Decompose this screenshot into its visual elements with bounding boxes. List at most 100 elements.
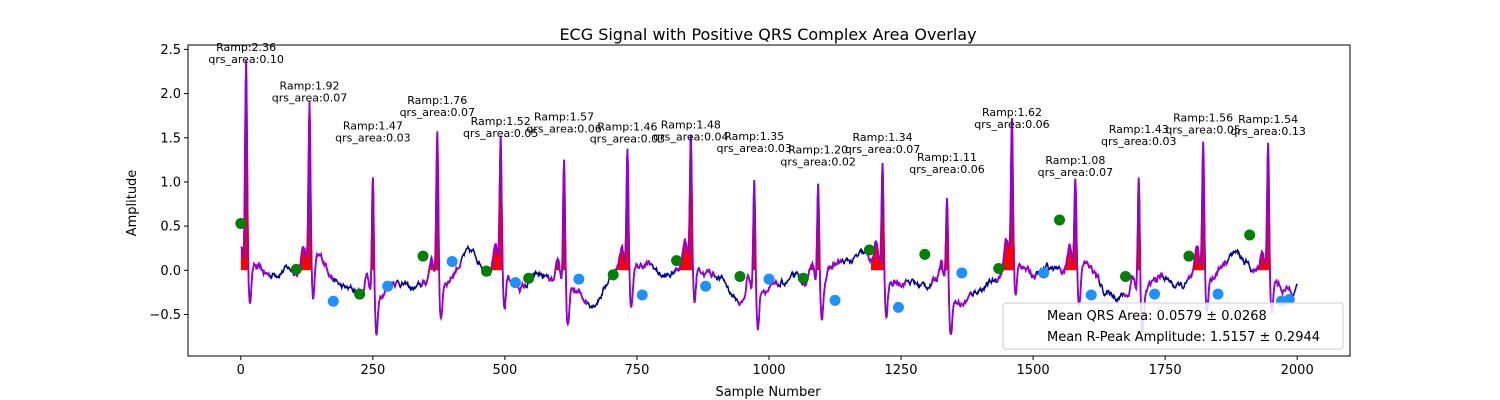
- chart-title: ECG Signal with Positive QRS Complex Are…: [559, 25, 976, 44]
- qrs-area-label: qrs_area:0.06: [526, 123, 601, 136]
- y-tick-label: 1.0: [160, 175, 181, 190]
- qrs-offset-marker: [1085, 289, 1097, 301]
- qrs-offset-marker: [829, 294, 841, 306]
- qrs-onset-marker: [671, 255, 683, 267]
- r-amplitude-label: Ramp:1.56: [1173, 111, 1233, 124]
- qrs-area-label: qrs_area:0.03: [590, 132, 665, 145]
- qrs-offset-marker: [327, 295, 339, 307]
- qrs-onset-marker: [863, 244, 875, 256]
- legend-entry-mean-r-peak-amplitude: Mean R-Peak Amplitude: 1.5157 ± 0.2944: [1047, 330, 1320, 345]
- qrs-onset-marker: [1054, 214, 1065, 226]
- qrs-offset-marker: [1149, 288, 1161, 300]
- x-tick-label: 250: [360, 363, 385, 378]
- r-amplitude-label: Ramp:1.62: [982, 106, 1042, 119]
- qrs-onset-marker: [797, 272, 809, 284]
- qrs-area-label: qrs_area:0.02: [780, 155, 855, 168]
- qrs-offset-marker: [763, 273, 775, 285]
- x-tick-label: 1500: [1017, 363, 1050, 378]
- qrs-area-label: qrs_area:0.05: [1165, 123, 1240, 136]
- qrs-onset-marker: [290, 263, 302, 275]
- qrs-area-label: qrs_area:0.10: [208, 53, 283, 66]
- y-tick-label: −0.5: [149, 308, 181, 323]
- qrs-offset-marker: [509, 277, 521, 289]
- qrs-onset-marker: [919, 248, 931, 260]
- qrs-area-label: qrs_area:0.07: [845, 143, 920, 156]
- qrs-segment-line: [547, 159, 589, 327]
- r-amplitude-label: Ramp:1.47: [343, 119, 403, 132]
- plot-area: [235, 60, 1298, 336]
- annotations: Ramp:2.36qrs_area:0.10Ramp:1.92qrs_area:…: [208, 41, 1306, 179]
- qrs-area-label: qrs_area:0.06: [974, 118, 1049, 131]
- qrs-area-label: qrs_area:0.03: [1101, 135, 1176, 148]
- qrs-offset-marker: [700, 280, 712, 292]
- x-tick-label: 0: [237, 363, 245, 378]
- x-tick-label: 500: [492, 363, 517, 378]
- y-tick-label: 0.0: [160, 264, 181, 279]
- qrs-segment-line: [610, 148, 652, 309]
- qrs-offset-marker: [446, 255, 458, 267]
- r-amplitude-label: Ramp:1.92: [279, 80, 339, 93]
- r-amplitude-label: Ramp:1.54: [1238, 113, 1298, 126]
- qrs-segment-line: [420, 131, 462, 322]
- y-tick-label: 1.5: [160, 131, 181, 146]
- qrs-onset-marker: [480, 265, 492, 277]
- r-amplitude-label: Ramp:1.48: [661, 119, 721, 132]
- qrs-onset-marker: [523, 272, 535, 284]
- qrs-area-label: qrs_area:0.13: [1230, 125, 1305, 138]
- qrs-onset-marker: [1183, 250, 1195, 262]
- axes: 0 250 500 750 1000 1250 1500 1750 2000 −0.5 0.0 0.5…: [149, 43, 1351, 378]
- legend-entry-mean-qrs-area: Mean QRS Area: 0.0579 ± 0.0268: [1047, 309, 1267, 324]
- qrs-segment-line: [240, 60, 271, 304]
- qrs-offset-marker: [1283, 293, 1295, 305]
- qrs-segment-line: [801, 183, 843, 321]
- qrs-segment-line: [865, 163, 908, 320]
- r-amplitude-label: Ramp:1.20: [788, 143, 848, 156]
- qrs-onset-marker: [607, 269, 619, 281]
- legend-box: [1002, 302, 1344, 350]
- qrs-offset-marker: [1038, 267, 1050, 279]
- qrs-area-label: qrs_area:0.07: [272, 92, 347, 105]
- qrs-area-label: qrs_area:0.06: [909, 163, 984, 176]
- qrs-offset-marker: [636, 289, 648, 301]
- r-amplitude-label: Ramp:1.34: [853, 131, 913, 144]
- qrs-area-label: qrs_area:0.07: [400, 106, 475, 119]
- qrs-area-label: qrs_area:0.03: [335, 131, 410, 144]
- r-amplitude-label: Ramp:1.08: [1045, 154, 1105, 167]
- qrs-onset-marker: [354, 288, 366, 300]
- x-tick-label: 1000: [752, 363, 785, 378]
- r-amplitude-label: Ramp:1.43: [1109, 123, 1169, 136]
- qrs-offset-marker: [892, 301, 904, 313]
- x-tick-label: 1250: [884, 363, 917, 378]
- qrs-offset-marker: [382, 280, 394, 292]
- qrs-onset-marker: [417, 250, 429, 262]
- qrs-area-label: qrs_area:0.07: [1038, 166, 1113, 179]
- qrs-onset-marker: [734, 270, 746, 282]
- y-tick-label: 0.5: [160, 220, 181, 235]
- y-tick-label: 2.0: [160, 87, 181, 102]
- r-amplitude-label: Ramp:1.46: [597, 120, 657, 133]
- qrs-onset-marker: [235, 217, 247, 229]
- r-amplitude-label: Ramp:1.52: [471, 115, 531, 128]
- x-tick-label: 750: [625, 363, 650, 378]
- qrs-offset-marker: [956, 267, 968, 279]
- r-amplitude-label: Ramp:1.11: [917, 151, 977, 164]
- qrs-segment-line: [930, 198, 972, 335]
- legend: Mean QRS Area: 0.0579 ± 0.0268 Mean R-Pe…: [1002, 302, 1344, 350]
- y-tick-label: 2.5: [160, 43, 181, 58]
- x-axis-label: Sample Number: [715, 385, 821, 400]
- r-amplitude-label: Ramp:1.57: [534, 111, 594, 124]
- x-tick-label: 1750: [1149, 363, 1182, 378]
- qrs-area-label: qrs_area:0.05: [463, 127, 538, 140]
- qrs-onset-marker: [1244, 229, 1256, 241]
- qrs-area-label: qrs_area:0.04: [653, 131, 728, 144]
- qrs-offset-marker: [573, 273, 585, 285]
- x-tick-label: 2000: [1281, 363, 1314, 378]
- qrs-onset-marker: [1120, 270, 1132, 282]
- r-amplitude-label: Ramp:2.36: [216, 41, 276, 54]
- qrs-offset-marker: [1212, 288, 1224, 300]
- qrs-area-label: qrs_area:0.03: [716, 142, 791, 155]
- qrs-onset-marker: [993, 263, 1005, 275]
- r-amplitude-label: Ramp:1.76: [407, 94, 467, 107]
- y-axis-label: Amplitude: [125, 170, 140, 237]
